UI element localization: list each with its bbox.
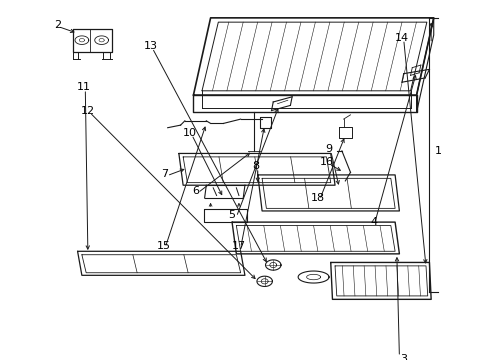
Text: 11: 11 bbox=[77, 82, 90, 93]
Text: 3: 3 bbox=[399, 355, 407, 360]
Text: 7: 7 bbox=[161, 169, 168, 179]
Text: 18: 18 bbox=[310, 193, 324, 203]
Text: 13: 13 bbox=[143, 41, 157, 51]
Text: 6: 6 bbox=[192, 186, 199, 196]
Text: 1: 1 bbox=[434, 146, 441, 156]
Text: 5: 5 bbox=[228, 210, 235, 220]
Text: 17: 17 bbox=[231, 241, 245, 251]
Text: 14: 14 bbox=[394, 33, 408, 42]
Text: 10: 10 bbox=[183, 128, 197, 138]
Text: 4: 4 bbox=[369, 217, 376, 227]
Text: 2: 2 bbox=[54, 20, 61, 30]
Text: 8: 8 bbox=[252, 161, 259, 171]
Text: 15: 15 bbox=[156, 241, 170, 251]
Text: 16: 16 bbox=[320, 157, 334, 167]
Text: 12: 12 bbox=[81, 105, 95, 116]
Text: 9: 9 bbox=[325, 144, 332, 154]
